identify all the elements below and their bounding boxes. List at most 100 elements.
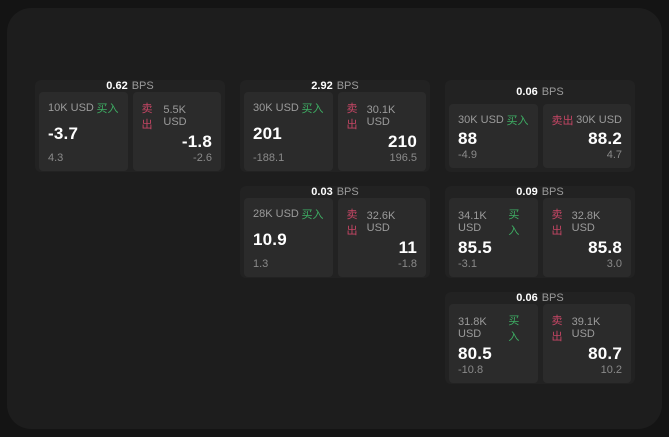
price-tiles: 10K USD 买入 -3.7 4.3 卖出 5.5K USD -1.8 -2.… xyxy=(39,92,221,171)
sell-tile-header: 卖出 39.1K USD xyxy=(552,312,623,344)
spread-header: 0.62 BPS xyxy=(39,80,221,92)
quote-card: 0.09 BPS 34.1K USD 买入 85.5 -3.1 卖出 32.8K… xyxy=(445,186,635,278)
sell-tile[interactable]: 卖出 30.1K USD 210 196.5 xyxy=(337,92,426,171)
sell-amount: 32.8K USD xyxy=(571,210,601,234)
sell-delta: 10.2 xyxy=(600,364,622,376)
buy-delta: -188.1 xyxy=(253,152,285,164)
sell-tile-header: 卖出 30.1K USD xyxy=(347,100,418,132)
sell-price: 80.7 xyxy=(588,344,622,363)
sell-tile[interactable]: 卖出 30K USD 88.2 4.7 xyxy=(542,104,631,168)
buy-tile-header: 10K USD 买入 xyxy=(48,100,119,116)
buy-tile[interactable]: 34.1K USD 买入 85.5 -3.1 xyxy=(449,198,538,277)
spread-value: 0.06 xyxy=(516,86,538,98)
sell-delta: 196.5 xyxy=(389,152,417,164)
sell-amount: 30K USD xyxy=(576,114,622,126)
buy-price: 80.5 xyxy=(458,344,492,363)
buy-delta: -4.9 xyxy=(458,149,477,161)
buy-label: 买入 xyxy=(301,103,324,115)
price-tiles: 34.1K USD 买入 85.5 -3.1 卖出 32.8K USD 85.8… xyxy=(449,198,631,277)
spread-unit-label: BPS xyxy=(541,86,564,98)
buy-delta: 4.3 xyxy=(48,152,64,164)
buy-tile-header: 31.8K USD 买入 xyxy=(458,312,529,344)
spread-unit-label: BPS xyxy=(131,80,154,92)
buy-price: 201 xyxy=(253,124,282,143)
sell-tile[interactable]: 卖出 32.6K USD 11 -1.8 xyxy=(337,198,426,277)
quote-board-panel: 0.62 BPS 10K USD 买入 -3.7 4.3 卖出 5.5K USD… xyxy=(7,8,662,429)
price-tiles: 30K USD 买入 201 -188.1 卖出 30.1K USD 210 1… xyxy=(244,92,426,171)
spread-unit-label: BPS xyxy=(336,80,359,92)
buy-delta: 1.3 xyxy=(253,258,269,270)
spread-value: 0.62 xyxy=(106,80,128,92)
buy-tile[interactable]: 10K USD 买入 -3.7 4.3 xyxy=(39,92,128,171)
buy-tile[interactable]: 30K USD 买入 88 -4.9 xyxy=(449,104,538,168)
sell-tile-header: 卖出 32.8K USD xyxy=(552,206,623,238)
buy-label: 买入 xyxy=(506,115,529,127)
spread-unit-label: BPS xyxy=(336,186,359,198)
spread-header: 0.06 BPS xyxy=(449,80,631,104)
sell-label: 卖出 xyxy=(141,103,153,131)
price-tiles: 31.8K USD 买入 80.5 -10.8 卖出 39.1K USD 80.… xyxy=(449,304,631,383)
sell-amount: 39.1K USD xyxy=(571,316,601,340)
buy-amount: 30K USD xyxy=(458,114,504,126)
price-tiles: 28K USD 买入 10.9 1.3 卖出 32.6K USD 11 -1.8 xyxy=(244,198,426,277)
buy-tile[interactable]: 31.8K USD 买入 80.5 -10.8 xyxy=(449,304,538,383)
buy-amount: 28K USD xyxy=(253,208,299,220)
buy-label: 买入 xyxy=(96,103,119,115)
buy-label: 买入 xyxy=(301,209,324,221)
spread-value: 0.03 xyxy=(311,186,333,198)
sell-tile[interactable]: 卖出 39.1K USD 80.7 10.2 xyxy=(542,304,631,383)
buy-tile-header: 30K USD 买入 xyxy=(458,112,529,128)
sell-amount: 5.5K USD xyxy=(163,104,187,128)
spread-header: 0.03 BPS xyxy=(244,186,426,198)
price-tiles: 30K USD 买入 88 -4.9 卖出 30K USD 88.2 4.7 xyxy=(449,104,631,168)
buy-tile-header: 34.1K USD 买入 xyxy=(458,206,529,238)
sell-price: 11 xyxy=(398,238,417,257)
sell-price: 85.8 xyxy=(588,238,622,257)
sell-tile-header: 卖出 5.5K USD xyxy=(142,100,213,132)
buy-amount: 30K USD xyxy=(253,102,299,114)
spread-header: 2.92 BPS xyxy=(244,80,426,92)
sell-tile-header: 卖出 32.6K USD xyxy=(347,206,418,238)
sell-tile[interactable]: 卖出 32.8K USD 85.8 3.0 xyxy=(542,198,631,277)
spread-header: 0.06 BPS xyxy=(449,292,631,304)
card-grid: 0.62 BPS 10K USD 买入 -3.7 4.3 卖出 5.5K USD… xyxy=(35,80,635,384)
spread-unit-label: BPS xyxy=(541,292,564,304)
buy-label: 买入 xyxy=(508,209,520,237)
sell-delta: 3.0 xyxy=(606,258,622,270)
sell-delta: 4.7 xyxy=(606,149,622,161)
spread-header: 0.09 BPS xyxy=(449,186,631,198)
buy-delta: -10.8 xyxy=(458,364,484,376)
sell-price: -1.8 xyxy=(181,132,212,151)
buy-price: 85.5 xyxy=(458,238,492,257)
buy-delta: -3.1 xyxy=(458,258,477,270)
buy-tile-header: 30K USD 买入 xyxy=(253,100,324,116)
quote-card: 0.03 BPS 28K USD 买入 10.9 1.3 卖出 32.6K US… xyxy=(240,186,430,278)
sell-tile-header: 卖出 30K USD xyxy=(552,112,623,128)
quote-card: 2.92 BPS 30K USD 买入 201 -188.1 卖出 30.1K … xyxy=(240,80,430,172)
buy-price: -3.7 xyxy=(48,124,79,143)
sell-label: 卖出 xyxy=(551,115,574,127)
sell-price: 210 xyxy=(388,132,417,151)
buy-amount: 34.1K USD xyxy=(458,210,487,234)
sell-label: 卖出 xyxy=(346,209,358,237)
sell-label: 卖出 xyxy=(346,103,358,131)
sell-label: 卖出 xyxy=(551,315,563,343)
buy-tile[interactable]: 28K USD 买入 10.9 1.3 xyxy=(244,198,333,277)
buy-label: 买入 xyxy=(508,315,520,343)
sell-amount: 32.6K USD xyxy=(366,210,396,234)
sell-tile[interactable]: 卖出 5.5K USD -1.8 -2.6 xyxy=(132,92,221,171)
sell-label: 卖出 xyxy=(551,209,563,237)
buy-amount: 31.8K USD xyxy=(458,316,487,340)
spread-unit-label: BPS xyxy=(541,186,564,198)
quote-card: 0.06 BPS 31.8K USD 买入 80.5 -10.8 卖出 39.1… xyxy=(445,292,635,384)
sell-amount: 30.1K USD xyxy=(366,104,396,128)
buy-tile-header: 28K USD 买入 xyxy=(253,206,324,222)
quote-card: 0.06 BPS 30K USD 买入 88 -4.9 卖出 30K USD 8… xyxy=(445,80,635,172)
spread-value: 0.09 xyxy=(516,186,538,198)
buy-amount: 10K USD xyxy=(48,102,94,114)
buy-tile[interactable]: 30K USD 买入 201 -188.1 xyxy=(244,92,333,171)
buy-price: 88 xyxy=(458,128,478,148)
sell-delta: -2.6 xyxy=(193,152,212,164)
spread-value: 0.06 xyxy=(516,292,538,304)
spread-value: 2.92 xyxy=(311,80,333,92)
